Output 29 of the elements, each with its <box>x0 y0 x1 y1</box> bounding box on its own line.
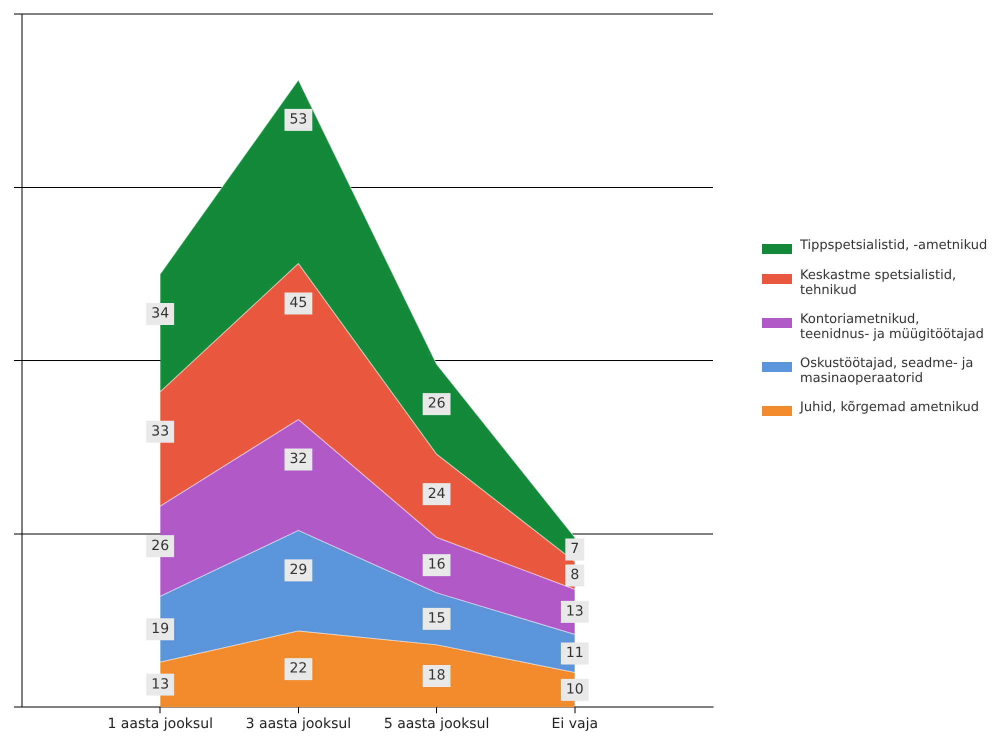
legend-label: Keskastme spetsialistid, tehnikud <box>800 268 958 298</box>
data-label: 19 <box>151 620 170 637</box>
data-label: 15 <box>428 610 446 626</box>
x-tick-label: 3 aasta jooksul <box>246 716 352 732</box>
data-label: 16 <box>428 556 446 573</box>
data-label: 24 <box>428 486 446 502</box>
x-tick-label: 5 aasta jooksul <box>384 716 490 732</box>
data-label: 13 <box>151 676 170 692</box>
data-label: 34 <box>151 306 170 322</box>
data-label: 18 <box>428 668 446 684</box>
data-label: 45 <box>289 295 308 312</box>
data-label: 32 <box>289 451 308 468</box>
data-label: 26 <box>151 538 170 554</box>
data-label: 26 <box>428 396 446 412</box>
legend-label: Kontoriametnikud, teenidnus- ja müügitöötajad <box>800 312 985 342</box>
data-label: 7 <box>570 541 580 558</box>
data-label: 22 <box>289 660 308 677</box>
data-label: 33 <box>151 423 170 440</box>
data-label: 11 <box>566 645 584 662</box>
legend-label: Tippspetsialistid, -ametnikud <box>800 238 988 253</box>
data-label: 29 <box>289 562 308 578</box>
x-tick-label: 1 aasta jooksul <box>107 716 213 732</box>
data-label: 13 <box>566 604 584 620</box>
data-label: 53 <box>289 111 308 128</box>
data-label: 8 <box>570 567 580 584</box>
legend-label: Oskustöötajad, seadme- ja masinaoperaatorid <box>800 356 974 386</box>
data-label: 10 <box>566 682 584 698</box>
x-tick-label: Ei vaja <box>552 716 598 732</box>
legend-label: Juhid, kõrgemad ametnikud <box>800 400 980 415</box>
